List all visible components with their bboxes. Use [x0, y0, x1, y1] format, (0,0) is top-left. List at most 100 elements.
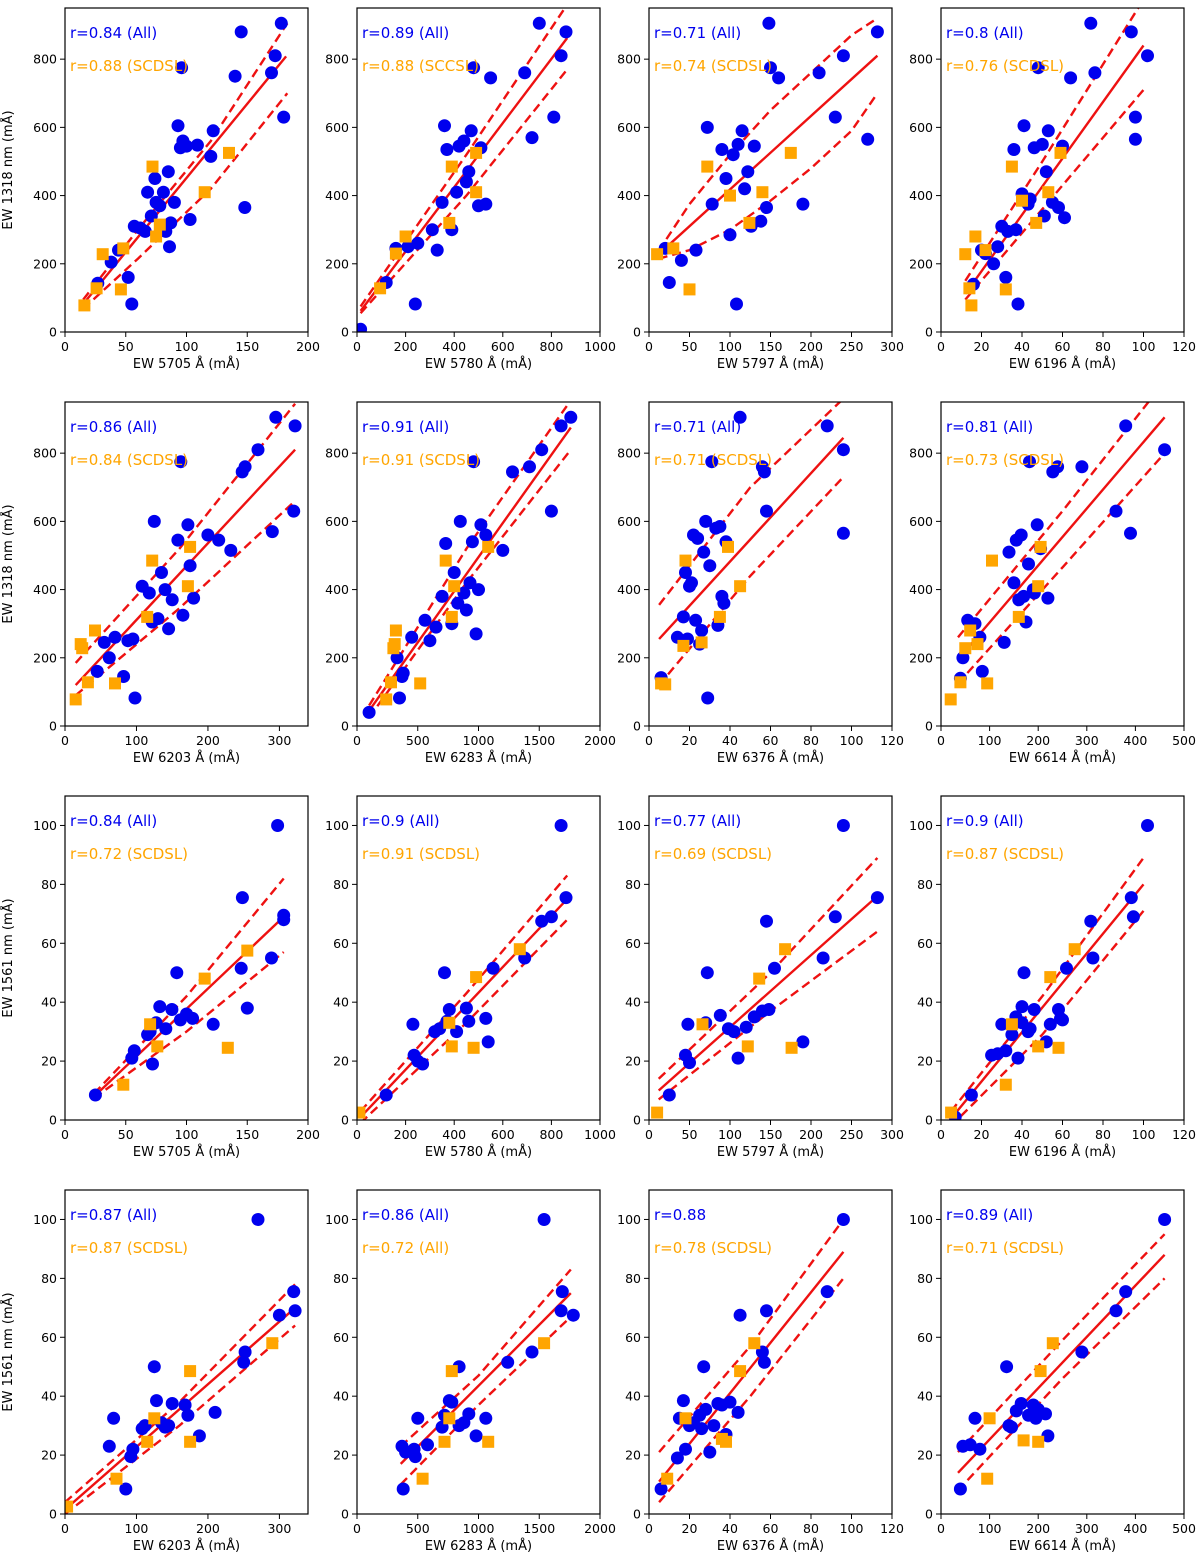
point-all [165, 1003, 179, 1016]
r-scdsl-annotation: r=0.91 (SCDSL) [362, 451, 480, 469]
r-all-annotation: r=0.8 (All) [946, 24, 1024, 42]
point-all [699, 1402, 713, 1416]
point-scdsl [184, 1365, 197, 1378]
x-tick-label: 0 [645, 1127, 653, 1142]
x-tick-label: 20 [974, 1127, 990, 1142]
plot-area [945, 819, 1154, 1120]
point-scdsl [443, 1412, 456, 1425]
band-upper-line [74, 402, 297, 664]
y-tick-label: 800 [325, 446, 349, 461]
point-all [277, 908, 291, 922]
point-all [174, 455, 188, 469]
point-all [544, 504, 558, 518]
r-all-annotation: r=0.9 (All) [362, 812, 440, 830]
point-scdsl [443, 1016, 456, 1029]
point-all [999, 270, 1013, 284]
point-scdsl [90, 282, 103, 295]
point-all [1060, 961, 1073, 975]
y-tick-label: 40 [917, 1389, 933, 1404]
fit-line [957, 416, 1166, 661]
point-all [171, 533, 185, 547]
x-tick-label: 250 [840, 1127, 864, 1142]
x-tick-label: 120 [880, 1521, 904, 1536]
point-all [731, 1051, 745, 1065]
x-tick-label: 50 [118, 339, 134, 354]
r-scdsl-annotation: r=0.78 (SCDSL) [654, 1239, 772, 1257]
y-tick-label: 0 [49, 325, 57, 340]
point-all [224, 543, 238, 557]
point-all [1056, 1013, 1069, 1027]
point-all [683, 1056, 696, 1070]
r-all-annotation: r=0.77 (All) [654, 812, 741, 830]
point-all [1007, 576, 1021, 590]
point-all [1007, 143, 1021, 156]
point-scdsl [954, 676, 967, 689]
y-tick-label: 20 [917, 1054, 933, 1069]
point-all [206, 124, 220, 138]
point-all [163, 240, 176, 254]
x-tick-label: 1000 [584, 339, 616, 354]
point-all [1141, 819, 1154, 832]
point-all [764, 61, 777, 75]
point-all [1075, 460, 1089, 474]
x-tick-label: 50 [682, 1127, 698, 1142]
point-all [1030, 518, 1044, 532]
x-tick-label: 0 [937, 1127, 945, 1142]
y-tick-label: 800 [617, 52, 641, 67]
point-all [496, 543, 510, 557]
x-axis-label: EW 6196 Å (mÅ) [1009, 1144, 1116, 1160]
point-all [963, 1438, 977, 1452]
r-scdsl-annotation: r=0.88 (SCDSL) [70, 57, 188, 75]
point-all [796, 1035, 810, 1049]
point-all [733, 1308, 747, 1322]
point-all [1011, 297, 1025, 311]
point-scdsl [117, 1078, 130, 1091]
x-tick-label: 40 [1014, 339, 1030, 354]
y-tick-label: 100 [325, 1212, 349, 1227]
y-tick-label: 80 [917, 1271, 933, 1286]
point-scdsl [389, 624, 402, 637]
x-tick-label: 100 [978, 733, 1002, 748]
point-all [953, 1482, 967, 1496]
point-scdsl [959, 248, 972, 261]
point-all [240, 1001, 254, 1015]
panel-1-0: 0 100 200 300 0 200 400 600 800 EW 6203 Å (mÅ) EW … [0, 401, 309, 766]
point-scdsl [679, 1412, 692, 1425]
point-all [228, 69, 242, 83]
point-all [1119, 419, 1133, 433]
point-scdsl [1044, 971, 1057, 984]
point-all [251, 443, 265, 457]
point-all [1031, 61, 1045, 75]
x-tick-label: 150 [759, 1127, 783, 1142]
point-all [828, 110, 842, 124]
point-scdsl [448, 580, 461, 593]
point-all [554, 49, 568, 63]
point-scdsl [357, 1106, 366, 1119]
x-tick-label: 200 [296, 1127, 320, 1142]
x-tick-label: 40 [722, 733, 738, 748]
y-tick-label: 200 [325, 256, 349, 271]
point-scdsl [385, 676, 397, 689]
point-all [362, 705, 376, 719]
point-all [1023, 1022, 1037, 1036]
x-tick-label: 0 [353, 1521, 361, 1536]
x-axis-label: EW 6203 Å (mÅ) [133, 750, 240, 766]
point-all [401, 240, 415, 254]
point-all [141, 185, 155, 199]
point-scdsl [683, 283, 696, 296]
point-all [204, 149, 218, 163]
band-upper-line [359, 874, 569, 1113]
point-all [251, 1213, 265, 1226]
point-scdsl [388, 638, 401, 651]
point-all [1009, 223, 1023, 237]
point-all [435, 195, 449, 209]
r-all-annotation: r=0.87 (All) [70, 1206, 157, 1224]
point-all [438, 119, 451, 133]
point-scdsl [482, 540, 495, 553]
point-all [772, 71, 786, 85]
y-tick-label: 0 [633, 325, 641, 340]
fit-line [368, 426, 572, 712]
point-all [719, 172, 733, 185]
panel-0-0: 0 50 100 150 200 0 200 400 600 800 EW 5705 Å (mÅ) E… [0, 7, 320, 372]
axes-frame [940, 1189, 1185, 1515]
